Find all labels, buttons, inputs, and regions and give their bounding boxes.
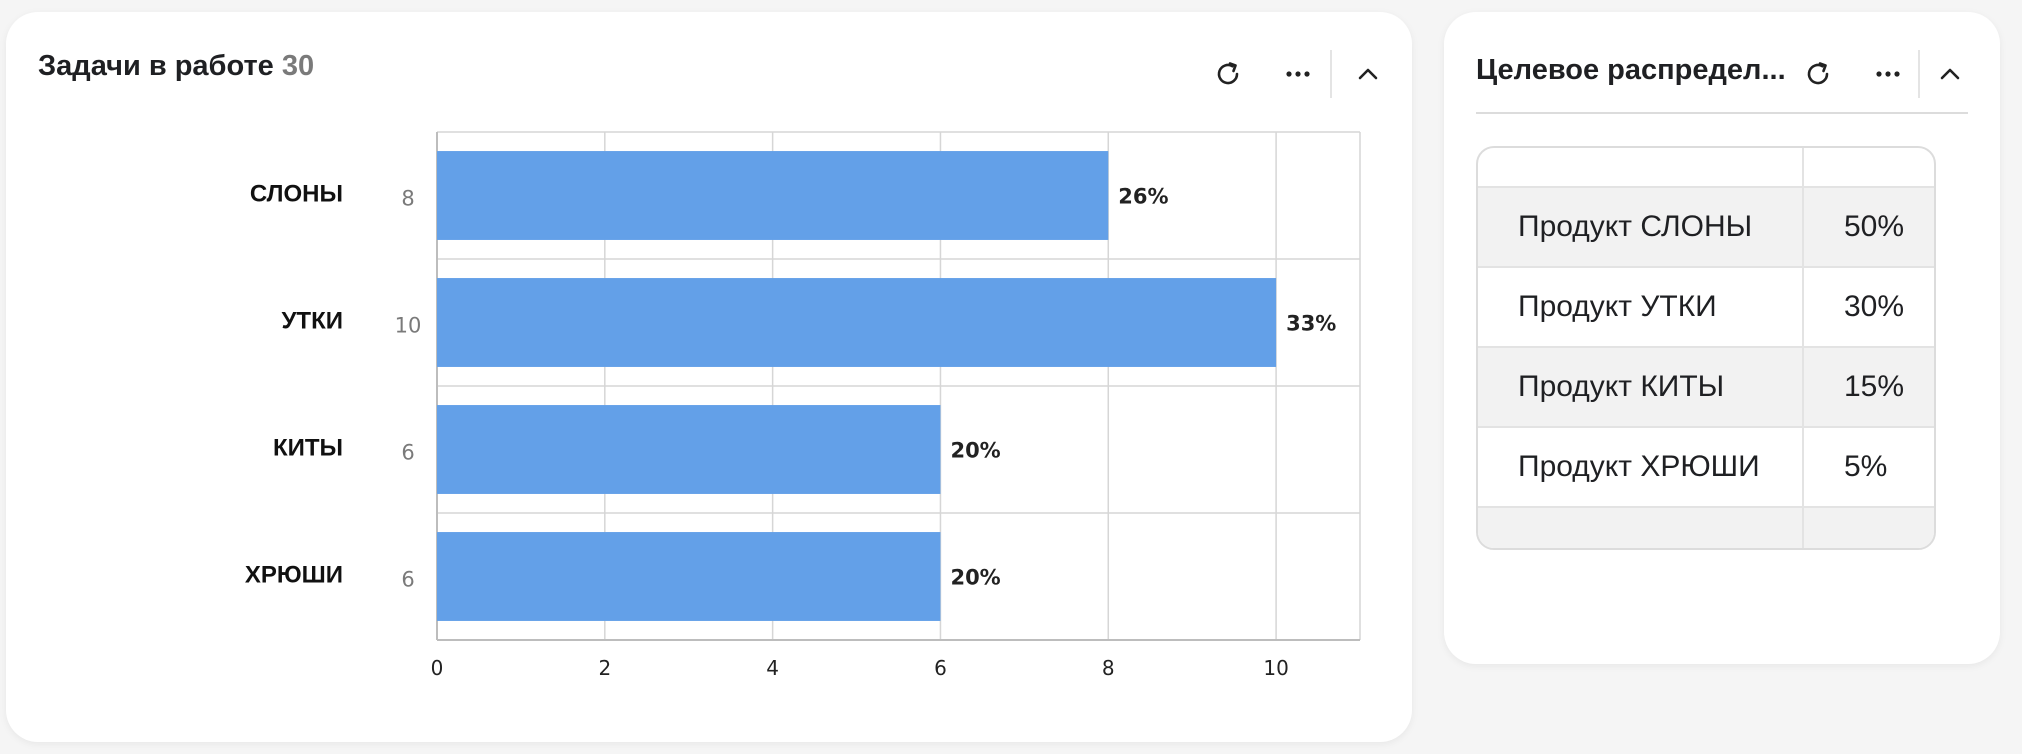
product-cell: Продукт УТКИ [1478, 268, 1804, 348]
header-divider [1476, 112, 1968, 114]
more-dots-icon [1876, 71, 1900, 77]
value-label: 8 [401, 187, 414, 211]
collapse-button[interactable] [1346, 52, 1390, 96]
table-row: Продукт СЛОНЫ 50% [1478, 188, 1934, 268]
category-label: УТКИ [282, 308, 344, 335]
x-tick-label: 8 [1102, 656, 1115, 680]
refresh-button[interactable] [1796, 52, 1840, 96]
footer-cell [1478, 508, 1804, 548]
table-header-row [1478, 148, 1934, 188]
chevron-up-icon [1358, 68, 1378, 80]
share-cell: 5% [1804, 428, 1934, 508]
share-cell: 15% [1804, 348, 1934, 428]
more-button[interactable] [1866, 52, 1910, 96]
table-row: Продукт ХРЮШИ 5% [1478, 428, 1934, 508]
refresh-button[interactable] [1206, 52, 1250, 96]
toolbar-divider [1330, 50, 1332, 98]
target-distribution-widget: Целевое распредел... Продукт СЛОНЫ 50% П… [1444, 12, 2000, 664]
value-label: 10 [395, 314, 422, 338]
x-tick-label: 2 [598, 656, 611, 680]
table-footer-row [1478, 508, 1934, 548]
product-cell: Продукт ХРЮШИ [1478, 428, 1804, 508]
toolbar-divider [1918, 50, 1920, 98]
bar [437, 151, 1109, 240]
footer-cell [1804, 508, 1934, 548]
x-tick-label: 4 [766, 656, 779, 680]
share-cell: 50% [1804, 188, 1934, 268]
more-dots-icon [1286, 71, 1310, 77]
chevron-up-icon [1940, 68, 1960, 80]
category-label: ХРЮШИ [245, 562, 343, 589]
widget-title: Целевое распредел... [1476, 54, 1786, 86]
value-label: 6 [401, 441, 414, 465]
tasks-widget: Задачи в работе 30 СЛОНЫ 8 26% УТКИ 10 33% КИТ… [6, 12, 1412, 742]
percent-label: 33% [1286, 312, 1336, 336]
bar [437, 278, 1277, 367]
table-row: Продукт КИТЫ 15% [1478, 348, 1934, 428]
product-cell: Продукт СЛОНЫ [1478, 188, 1804, 268]
percent-label: 26% [1118, 185, 1168, 209]
bar [437, 532, 941, 621]
percent-label: 20% [950, 566, 1000, 590]
category-label: КИТЫ [273, 435, 343, 462]
collapse-button[interactable] [1928, 52, 1972, 96]
refresh-icon [1807, 62, 1829, 85]
table-row: Продукт УТКИ 30% [1478, 268, 1934, 348]
more-button[interactable] [1276, 52, 1320, 96]
header-cell [1804, 148, 1934, 188]
x-tick-label: 6 [934, 656, 947, 680]
bar [437, 405, 941, 494]
x-tick-label: 10 [1263, 656, 1288, 680]
refresh-icon [1217, 62, 1239, 85]
header-cell [1478, 148, 1804, 188]
category-label: СЛОНЫ [250, 181, 343, 208]
value-label: 6 [401, 568, 414, 592]
share-cell: 30% [1804, 268, 1934, 348]
percent-label: 20% [950, 439, 1000, 463]
tasks-bar-chart: СЛОНЫ 8 26% УТКИ 10 33% КИТЫ 6 20% ХРЮШИ 6 20% 0 2 4 6 8… [245, 131, 1361, 680]
distribution-table: Продукт СЛОНЫ 50% Продукт УТКИ 30% Проду… [1476, 146, 1936, 550]
x-tick-label: 0 [431, 656, 444, 680]
product-cell: Продукт КИТЫ [1478, 348, 1804, 428]
